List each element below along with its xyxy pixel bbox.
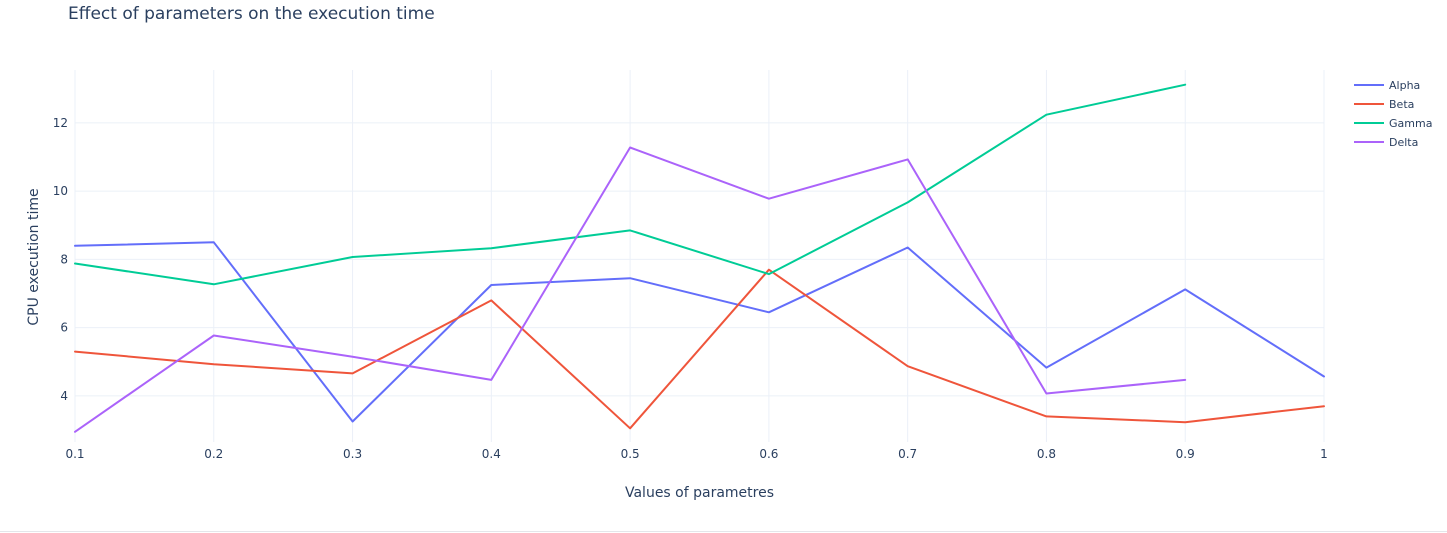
series-line-delta (74, 146, 1187, 433)
legend-label-alpha: Alpha (1389, 79, 1420, 92)
chart-title: Effect of parameters on the execution ti… (68, 4, 435, 24)
y-tick-label: 10 (53, 184, 68, 198)
legend-label-gamma: Gamma (1389, 117, 1432, 130)
x-tick-label: 1 (1320, 447, 1328, 461)
series-line-gamma (74, 83, 1187, 286)
y-axis-title: CPU execution time (26, 188, 42, 325)
legend-label-beta: Beta (1389, 98, 1414, 111)
series-line-alpha (74, 241, 1325, 423)
legend-label-delta: Delta (1389, 136, 1418, 149)
y-tick-label: 4 (60, 389, 68, 403)
y-tick-label: 6 (60, 321, 68, 335)
y-tick-label: 12 (53, 116, 68, 130)
x-tick-label: 0.2 (204, 447, 223, 461)
x-tick-label: 0.4 (482, 447, 501, 461)
bottom-divider (0, 531, 1447, 532)
x-tick-label: 0.6 (759, 447, 778, 461)
series-line-beta (74, 268, 1325, 430)
x-tick-label: 0.7 (898, 447, 917, 461)
y-tick-label: 8 (60, 252, 68, 266)
x-tick-label: 0.5 (621, 447, 640, 461)
x-tick-label: 0.9 (1176, 447, 1195, 461)
x-tick-label: 0.3 (343, 447, 362, 461)
x-axis-title: Values of parametres (625, 485, 774, 501)
x-tick-label: 0.1 (65, 447, 84, 461)
x-tick-label: 0.8 (1037, 447, 1056, 461)
